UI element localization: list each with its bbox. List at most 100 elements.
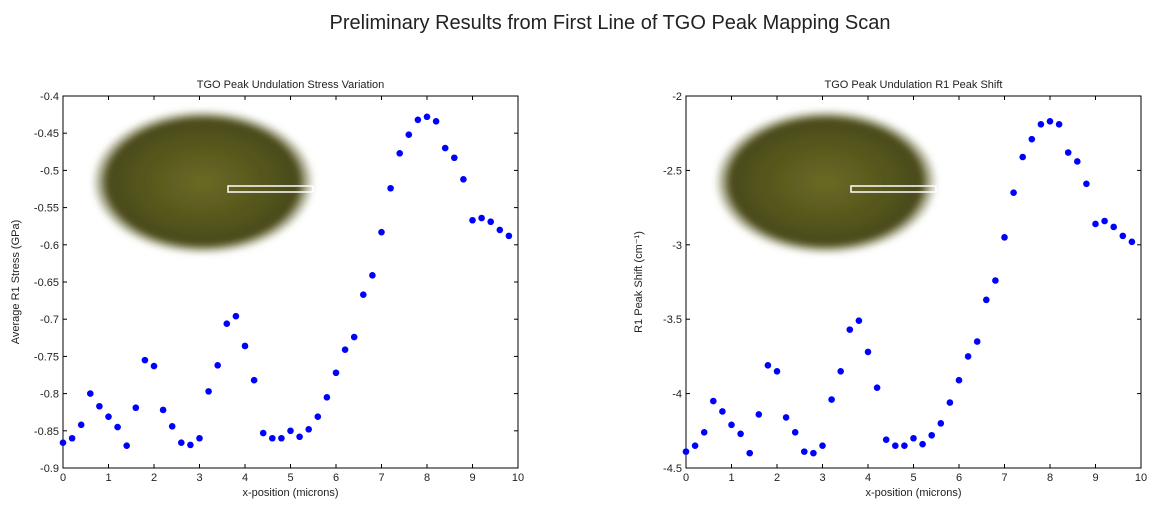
data-point xyxy=(505,232,513,240)
data-point xyxy=(992,277,999,284)
data-point xyxy=(269,434,276,442)
data-point xyxy=(873,384,881,391)
x-tick-label: 2 xyxy=(774,472,780,484)
data-point xyxy=(187,441,194,449)
data-point xyxy=(1092,220,1099,228)
data-point xyxy=(241,342,249,350)
data-point xyxy=(837,367,844,375)
data-point xyxy=(451,154,458,162)
y-axis-label: Average R1 Stress (GPa) xyxy=(10,220,22,345)
chart-panel: TGO Peak Undulation R1 Peak Shift x-posit… xyxy=(633,79,1147,499)
data-point xyxy=(432,117,440,125)
data-point xyxy=(1037,120,1045,128)
data-point xyxy=(910,434,917,442)
data-point xyxy=(405,131,413,138)
y-tick-label: -3.5 xyxy=(663,314,682,326)
x-tick-label: 8 xyxy=(1047,472,1053,484)
x-tick-label: 1 xyxy=(728,472,734,484)
data-point xyxy=(1101,217,1108,225)
x-axis-label: x-position (microns) xyxy=(243,487,339,499)
data-point xyxy=(259,429,267,437)
data-point xyxy=(964,353,972,360)
x-tick-label: 9 xyxy=(469,472,475,484)
page-title: Preliminary Results from First Line of T… xyxy=(330,12,891,34)
data-point xyxy=(123,442,130,449)
x-tick-label: 3 xyxy=(196,472,202,484)
x-tick-label: 8 xyxy=(424,472,430,484)
data-point xyxy=(114,423,121,431)
y-tick-label: -4 xyxy=(672,389,682,401)
data-point xyxy=(782,414,790,421)
data-point xyxy=(168,423,176,430)
data-point xyxy=(746,449,753,457)
x-tick-label: 5 xyxy=(287,472,293,484)
data-point xyxy=(919,440,926,448)
data-point xyxy=(846,326,854,333)
y-tick-label: -2.5 xyxy=(663,165,682,177)
data-point xyxy=(250,376,258,384)
data-point xyxy=(901,442,908,449)
data-point xyxy=(973,338,981,345)
data-point xyxy=(77,421,85,429)
data-point xyxy=(223,320,231,327)
data-point xyxy=(1055,120,1063,128)
data-point xyxy=(700,428,708,436)
data-point xyxy=(955,376,963,384)
data-point xyxy=(773,367,781,375)
y-tick-label: -0.75 xyxy=(34,351,59,363)
y-tick-label: -0.4 xyxy=(40,91,59,103)
data-point xyxy=(882,436,890,444)
y-tick-label: -0.45 xyxy=(34,128,59,140)
data-point xyxy=(737,430,744,438)
x-tick-label: 10 xyxy=(512,472,524,484)
x-tick-label: 10 xyxy=(1135,472,1147,484)
y-tick-label: -3 xyxy=(672,240,682,252)
data-point xyxy=(332,369,340,377)
data-point xyxy=(378,228,385,236)
data-point xyxy=(341,346,349,354)
y-tick-label: -4.5 xyxy=(663,463,682,475)
y-tick-label: -0.7 xyxy=(40,314,59,326)
data-point xyxy=(460,176,467,183)
x-tick-label: 7 xyxy=(1001,472,1007,484)
x-tick-label: 0 xyxy=(683,472,689,484)
x-tick-label: 1 xyxy=(105,472,111,484)
data-point xyxy=(87,390,94,397)
scan-line-marker xyxy=(227,185,314,193)
x-tick-label: 6 xyxy=(956,472,962,484)
y-axis-label: R1 Peak Shift (cm⁻¹) xyxy=(633,231,645,333)
data-point xyxy=(791,428,799,436)
data-point xyxy=(1128,238,1136,246)
data-point xyxy=(1119,232,1127,240)
data-point xyxy=(141,356,149,364)
chart-title: TGO Peak Undulation R1 Peak Shift xyxy=(825,79,1003,91)
data-point xyxy=(1010,189,1017,197)
data-point xyxy=(1110,223,1117,231)
data-point xyxy=(855,317,863,324)
x-tick-label: 9 xyxy=(1092,472,1098,484)
data-point xyxy=(387,184,394,192)
data-point xyxy=(496,226,504,234)
y-tick-label: -0.5 xyxy=(40,165,59,177)
data-point xyxy=(828,396,835,403)
data-point xyxy=(478,214,485,222)
data-point xyxy=(764,362,772,369)
data-point xyxy=(423,113,431,121)
data-point xyxy=(983,296,990,304)
data-point xyxy=(1074,158,1081,165)
x-axis-label: x-position (microns) xyxy=(866,487,962,499)
data-point xyxy=(928,431,935,439)
data-point xyxy=(414,116,422,124)
data-point xyxy=(728,421,735,429)
x-tick-label: 3 xyxy=(819,472,825,484)
data-point xyxy=(59,439,67,447)
x-tick-label: 0 xyxy=(60,472,66,484)
data-point xyxy=(214,362,221,369)
data-point xyxy=(682,448,690,455)
data-point xyxy=(178,439,185,447)
data-point xyxy=(1019,153,1026,161)
data-point xyxy=(819,442,826,449)
data-point xyxy=(278,434,285,442)
